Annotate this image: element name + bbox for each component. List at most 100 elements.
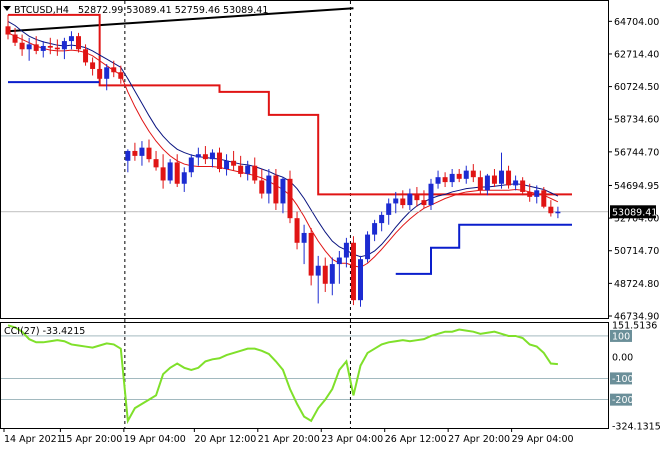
candle <box>266 168 272 204</box>
time-tick-label: 14 Apr 2021 <box>4 434 63 445</box>
candle-body <box>499 170 504 184</box>
candle <box>153 150 159 171</box>
ohlc-values: 52872.99 53089.41 52759.46 53089.41 <box>78 5 268 16</box>
candle <box>76 32 81 53</box>
candle <box>132 142 138 161</box>
candle <box>146 139 152 163</box>
candle <box>421 190 427 209</box>
candle <box>33 36 39 55</box>
candle-body <box>280 178 286 204</box>
candle-body <box>329 264 335 284</box>
candle-body <box>132 150 138 156</box>
candle-body <box>470 170 476 178</box>
candle <box>97 59 103 84</box>
candle-body <box>19 42 25 50</box>
cci-level-tag <box>610 372 632 385</box>
candle-body <box>195 154 201 158</box>
candle <box>484 173 490 196</box>
candle-body <box>153 159 159 168</box>
candle-body <box>350 242 356 301</box>
cci-panel-frame <box>0 322 609 429</box>
candle <box>83 44 89 66</box>
candle-body <box>414 193 420 201</box>
cci-line-layer <box>7 324 558 425</box>
symbol-dropdown-icon[interactable] <box>3 6 11 11</box>
price-tick-label: 50714.70 <box>614 246 659 257</box>
candle <box>209 149 215 168</box>
candle <box>491 168 497 188</box>
candle-body <box>372 223 378 235</box>
candlesticks <box>5 14 561 307</box>
candle-body <box>5 26 11 35</box>
candle <box>245 160 251 181</box>
cci-line <box>7 324 558 425</box>
candle-body <box>259 180 265 194</box>
current-price-label: 53089.41 <box>612 207 657 218</box>
candle <box>188 154 194 178</box>
candle-body <box>139 147 145 156</box>
candle <box>456 168 462 183</box>
price-tick-label: 54694.95 <box>614 181 659 192</box>
candle <box>308 228 314 286</box>
candle <box>19 34 25 56</box>
candle <box>477 170 483 194</box>
candle-body <box>61 41 67 50</box>
candle <box>513 175 519 191</box>
candle-body <box>336 257 342 265</box>
price-tick-label: 62714.40 <box>614 49 659 60</box>
candle <box>428 178 434 210</box>
candle-body <box>449 173 455 183</box>
candle-body <box>12 34 18 43</box>
candle <box>5 14 11 40</box>
candle <box>195 147 201 166</box>
candle <box>358 255 363 307</box>
candle-body <box>358 259 363 301</box>
candle-body <box>97 68 103 79</box>
candle <box>12 27 18 46</box>
candle <box>231 150 237 171</box>
candle-body <box>343 242 349 258</box>
cci-tick-label: 100 <box>612 331 630 342</box>
candle-body <box>513 180 519 186</box>
price-tick-label: 58734.60 <box>614 115 659 126</box>
candle-body <box>315 265 321 276</box>
trend-line[interactable] <box>7 7 354 33</box>
candle-body <box>83 49 89 63</box>
candle <box>386 198 392 225</box>
candle <box>372 219 378 242</box>
candle-body <box>68 36 74 42</box>
candle-body <box>442 177 448 183</box>
candle <box>407 188 413 210</box>
cci-tick-label: -100 <box>612 374 634 385</box>
candle-body <box>90 62 96 69</box>
candle <box>534 185 540 204</box>
current-price-tag-bg <box>610 205 656 219</box>
candle <box>336 250 342 284</box>
candle-body <box>209 152 215 160</box>
candle <box>238 155 244 178</box>
candle-body <box>435 177 441 184</box>
candle-body <box>428 183 434 206</box>
candle <box>160 154 166 189</box>
candle-body <box>393 198 399 204</box>
candle-body <box>118 72 124 79</box>
candle-body <box>506 170 512 186</box>
cci-tick-label: 151.5136 <box>612 321 657 332</box>
candle-body <box>245 165 251 174</box>
cci-level-tag <box>610 393 632 406</box>
candle-body <box>125 150 131 161</box>
candle-body <box>188 157 194 173</box>
candle <box>181 167 187 192</box>
symbol-label: BTCUSD,H4 <box>14 5 69 16</box>
candle-body <box>174 162 180 184</box>
current-price-tag: 53089.41 <box>610 205 657 219</box>
cci-level-tag <box>610 329 632 342</box>
candle-body <box>146 147 152 160</box>
price-tick-label: 52704.00 <box>614 214 659 225</box>
time-tick-label: 27 Apr 20:00 <box>448 434 510 445</box>
candle-body <box>548 206 554 214</box>
candle-body <box>308 232 314 276</box>
candle-body <box>111 67 117 73</box>
